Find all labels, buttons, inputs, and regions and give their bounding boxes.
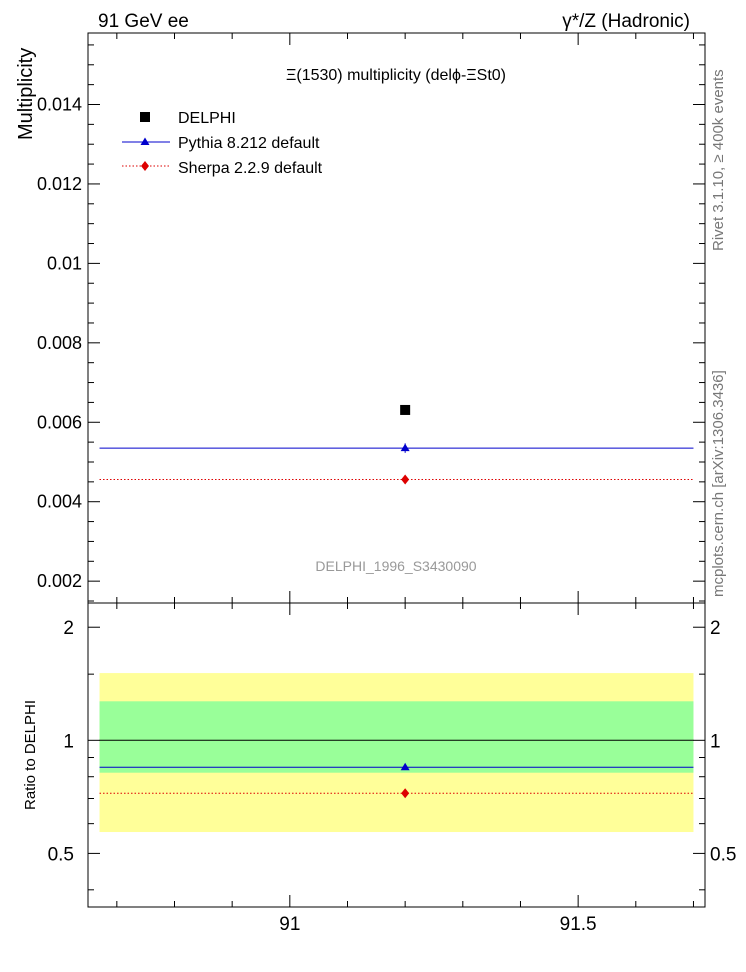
ratio-y-tick-label: 1	[63, 731, 74, 752]
inner-uncertainty-band	[99, 701, 694, 773]
ratio-y-axis-label: Ratio to DELPHI	[22, 700, 39, 810]
header-left-label: 91 GeV ee	[98, 11, 189, 32]
plot-title: Ξ(1530) multiplicity (delϕ-ΞSt0)	[286, 67, 506, 84]
y-tick-label: 0.014	[37, 94, 82, 114]
rivet-version-label: Rivet 3.1.10, ≥ 400k events	[710, 69, 727, 251]
main-y-tick-labels: 0.002 0.004 0.006 0.008 0.01 0.012 0.014	[37, 94, 82, 591]
analysis-watermark: DELPHI_1996_S3430090	[315, 558, 476, 574]
main-series-layer	[99, 404, 694, 485]
main-y-axis-label: Multiplicity	[15, 48, 37, 140]
ratio-uncertainty-bands	[99, 673, 694, 833]
data-point	[400, 404, 411, 415]
main-plot-panel: 0.002 0.004 0.006 0.008 0.01 0.012 0.014 Ξ(153…	[15, 32, 706, 604]
x-tick-label: 91	[279, 914, 300, 935]
ratio-plot-frame	[87, 602, 706, 908]
x-tick-labels: 91 91.5	[279, 914, 596, 935]
ratio-series-layer	[99, 762, 694, 799]
mcplots-label: mcplots.cern.ch [arXiv:1306.3436]	[710, 370, 727, 597]
legend: DELPHI Pythia 8.212 default Sherpa 2.2.9…	[122, 110, 323, 177]
legend-label-delphi: DELPHI	[178, 110, 236, 127]
y-tick-label: 0.002	[37, 571, 82, 591]
mc-point	[400, 443, 410, 452]
y-tick-label: 0.004	[37, 492, 82, 512]
ratio-point	[400, 762, 410, 771]
ratio-y-tick-label-right: 1	[710, 731, 721, 752]
mc-point	[401, 474, 410, 485]
ratio-y-tick-label-right: 2	[710, 618, 721, 639]
main-axis-ticks	[88, 33, 705, 603]
legend-marker-delphi	[140, 112, 150, 122]
ratio-y-tick-label: 2	[63, 618, 74, 639]
legend-label-sherpa: Sherpa 2.2.9 default	[178, 160, 323, 177]
ratio-axis-ticks	[88, 603, 705, 907]
ratio-y-tick-labels: 0.5 0.5 1 1 2 2	[48, 618, 737, 865]
ratio-y-tick-label: 0.5	[48, 844, 74, 865]
x-tick-label: 91.5	[560, 914, 597, 935]
header-right-label: γ*/Z (Hadronic)	[562, 11, 690, 32]
y-tick-label: 0.008	[37, 333, 82, 353]
legend-label-pythia: Pythia 8.212 default	[178, 135, 320, 152]
legend-marker-sherpa	[141, 161, 149, 171]
ratio-plot-panel: 0.5 0.5 1 1 2 2 91 91.5 Ratio to DELPHI	[22, 602, 737, 935]
y-tick-label: 0.012	[37, 174, 82, 194]
legend-marker-pythia	[140, 137, 150, 145]
ratio-y-tick-label-right: 0.5	[710, 844, 736, 865]
y-tick-label: 0.006	[37, 412, 82, 432]
y-tick-label: 0.01	[47, 253, 82, 273]
ratio-point	[401, 788, 410, 799]
